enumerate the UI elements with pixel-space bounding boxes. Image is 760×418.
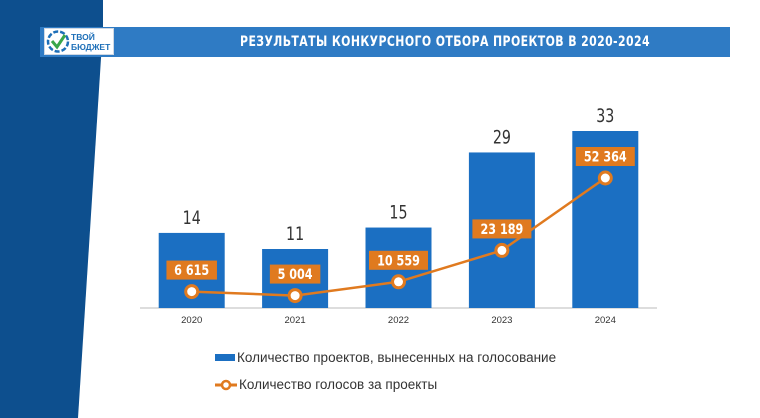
legend-item-projects: Количество проектов, вынесенных на голос… bbox=[215, 350, 556, 365]
bar-label: 15 bbox=[389, 200, 407, 223]
votes-point bbox=[391, 274, 406, 290]
logo: ТВОЙ БЮДЖЕТ bbox=[44, 28, 114, 55]
point-label-box bbox=[166, 260, 217, 280]
x-tick-label: 2024 bbox=[595, 315, 616, 326]
point-label: 23 189 bbox=[481, 221, 524, 238]
legend-item-votes: Количество голосов за проекты bbox=[215, 377, 437, 392]
point-label-box bbox=[369, 250, 428, 270]
x-tick-label: 2022 bbox=[388, 315, 409, 326]
x-tick-label: 2021 bbox=[285, 315, 306, 326]
point-label: 6 615 bbox=[174, 262, 209, 279]
point-label: 52 364 bbox=[584, 148, 627, 165]
legend-label: Количество проектов, вынесенных на голос… bbox=[237, 350, 557, 365]
votes-point bbox=[597, 170, 613, 186]
page-title: РЕЗУЛЬТАТЫ КОНКУРСНОГО ОТБОРА ПРОЕКТОВ В… bbox=[240, 34, 650, 80]
checkmark-icon bbox=[46, 30, 70, 53]
votes-point bbox=[287, 288, 303, 304]
x-tick-label: 2020 bbox=[181, 315, 202, 326]
bar-label: 11 bbox=[286, 222, 304, 245]
bar-label: 29 bbox=[493, 125, 511, 148]
legend-label: Количество голосов за проекты bbox=[239, 377, 438, 392]
legend-bar-swatch bbox=[215, 354, 235, 361]
point-label-box bbox=[472, 219, 532, 239]
point-label-box bbox=[575, 147, 635, 166]
legend-line-swatch bbox=[215, 379, 237, 390]
votes-point bbox=[184, 284, 200, 300]
point-label-box bbox=[269, 264, 321, 284]
point-label: 5 004 bbox=[278, 266, 313, 283]
bar-label: 14 bbox=[183, 206, 201, 229]
title-bar: РЕЗУЛЬТАТЫ КОНКУРСНОГО ОТБОРА ПРОЕКТОВ В… bbox=[40, 27, 730, 80]
x-tick-label: 2023 bbox=[491, 315, 512, 326]
bar-label: 33 bbox=[596, 104, 614, 127]
votes-point bbox=[494, 242, 510, 258]
point-label: 10 559 bbox=[377, 252, 420, 269]
